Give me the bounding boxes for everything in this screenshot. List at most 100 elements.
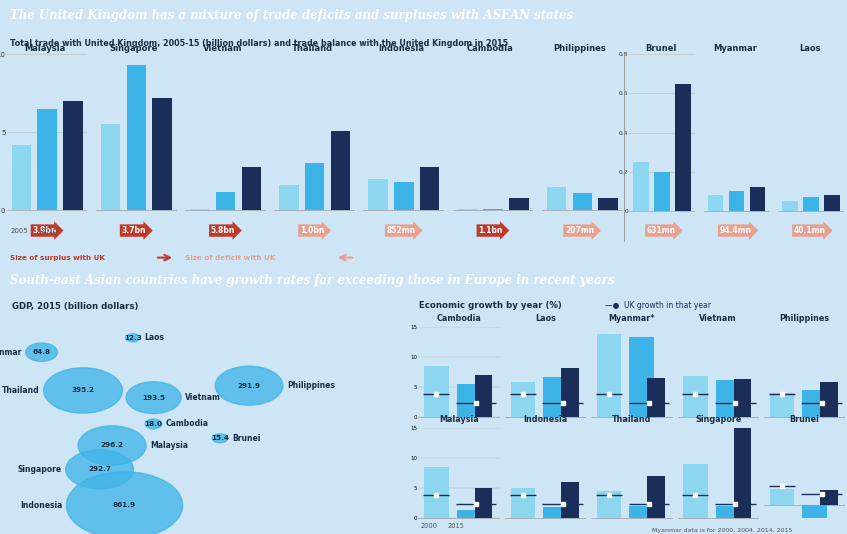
Text: —●  UK growth in that year: —● UK growth in that year [605, 301, 711, 310]
Text: 40.1mn: 40.1mn [794, 226, 826, 235]
Circle shape [145, 419, 162, 429]
Circle shape [126, 334, 140, 342]
Text: Philippines: Philippines [287, 381, 335, 390]
Bar [803, 197, 818, 211]
Bar [280, 185, 298, 210]
Text: 395.2: 395.2 [71, 388, 95, 394]
Bar [424, 467, 449, 517]
Text: Singapore: Singapore [109, 44, 158, 53]
Bar [420, 167, 440, 210]
Text: Thailand: Thailand [612, 415, 651, 425]
Circle shape [66, 450, 134, 489]
Text: 15.4: 15.4 [211, 435, 229, 441]
Bar [190, 209, 209, 210]
Text: 292.7: 292.7 [88, 466, 111, 473]
Text: Singapore: Singapore [18, 465, 62, 474]
Text: Laos: Laos [535, 315, 556, 324]
Bar [561, 482, 579, 517]
Text: Brunei: Brunei [789, 415, 820, 425]
Text: 2015: 2015 [447, 523, 464, 529]
Text: GDP, 2015 (billion dollars): GDP, 2015 (billion dollars) [13, 302, 139, 311]
Bar [802, 390, 827, 417]
Text: 861.9: 861.9 [113, 502, 136, 508]
Bar [770, 489, 794, 505]
Bar [820, 382, 838, 417]
Text: 18.0: 18.0 [145, 421, 163, 427]
Text: Malaysia: Malaysia [24, 44, 65, 53]
Bar [457, 511, 481, 517]
Bar [216, 192, 235, 210]
Text: Size of surplus with UK: Size of surplus with UK [10, 255, 105, 261]
Text: 291.9: 291.9 [237, 383, 261, 389]
Bar [684, 376, 708, 417]
Bar [457, 209, 477, 210]
Bar [12, 145, 31, 210]
Text: 2000: 2000 [421, 523, 438, 529]
Circle shape [44, 368, 122, 413]
Text: 296.2: 296.2 [101, 443, 124, 449]
Circle shape [25, 343, 58, 362]
Text: Economic growth by year (%): Economic growth by year (%) [419, 301, 562, 310]
Bar [37, 109, 57, 210]
Text: 3.9bn: 3.9bn [32, 226, 57, 235]
Text: Cambodia: Cambodia [467, 44, 514, 53]
Text: 631mn: 631mn [647, 226, 676, 235]
Bar [546, 187, 566, 210]
Bar [634, 162, 649, 211]
Circle shape [213, 434, 228, 443]
Text: South-east Asian countries have growth rates far exceeding those in Europe in re: South-east Asian countries have growth r… [10, 274, 615, 287]
Bar [802, 505, 827, 518]
Text: Myanmar*: Myanmar* [609, 315, 655, 324]
Text: Indonesia: Indonesia [19, 501, 62, 510]
Text: Brunel: Brunel [645, 44, 677, 53]
Text: Thailand: Thailand [2, 386, 40, 395]
Bar [734, 379, 751, 417]
Circle shape [66, 472, 183, 534]
Bar [597, 334, 622, 417]
Bar [675, 83, 691, 211]
Text: 3.7bn: 3.7bn [121, 226, 146, 235]
Text: Laos: Laos [799, 44, 821, 53]
Text: 2015: 2015 [41, 229, 58, 234]
Bar [424, 366, 449, 417]
Bar [241, 167, 261, 210]
Text: Brunei: Brunei [232, 434, 260, 443]
Text: Philippines: Philippines [779, 315, 830, 324]
Bar [782, 201, 798, 211]
Text: 193.5: 193.5 [142, 395, 165, 400]
Bar [770, 392, 794, 417]
Text: Vietnam: Vietnam [700, 315, 737, 324]
Bar [629, 506, 654, 517]
Text: The United Kingdom has a mixture of trade deficits and surpluses with ASEAN stat: The United Kingdom has a mixture of trad… [10, 9, 573, 22]
Bar [511, 488, 535, 517]
Text: Myanmar: Myanmar [714, 44, 757, 53]
Bar [820, 490, 838, 505]
Text: 852mn: 852mn [387, 226, 416, 235]
Text: Thailand: Thailand [291, 44, 333, 53]
Circle shape [78, 426, 147, 465]
Text: Vietnam: Vietnam [203, 44, 243, 53]
Bar [394, 182, 413, 210]
Text: 5.8bn: 5.8bn [211, 226, 235, 235]
Text: Vietnam: Vietnam [185, 393, 221, 402]
Text: 94.4mn: 94.4mn [720, 226, 751, 235]
Bar [716, 506, 740, 517]
Bar [152, 98, 172, 210]
Bar [511, 382, 535, 417]
Bar [707, 195, 723, 211]
Bar [64, 101, 83, 210]
Bar [684, 464, 708, 517]
Bar [509, 198, 529, 210]
Bar [750, 187, 766, 211]
Bar [824, 195, 839, 211]
Text: Myanmar data is for 2000, 2004, 2014, 2015: Myanmar data is for 2000, 2004, 2014, 20… [652, 528, 793, 533]
Text: 1.1bn: 1.1bn [479, 226, 502, 235]
Bar [368, 179, 388, 210]
Text: Indonesia: Indonesia [523, 415, 567, 425]
Text: 1.0bn: 1.0bn [300, 226, 324, 235]
Bar [598, 198, 617, 210]
Bar [474, 375, 492, 417]
Bar [655, 172, 670, 211]
Text: 207mn: 207mn [565, 226, 595, 235]
Text: 64.8: 64.8 [32, 349, 51, 355]
